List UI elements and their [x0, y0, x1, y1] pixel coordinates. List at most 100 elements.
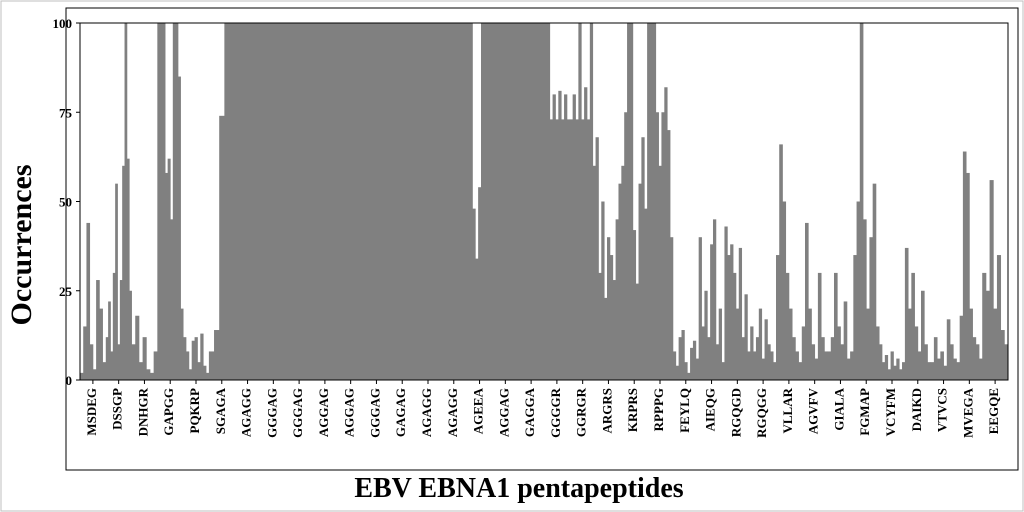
x-tick-label: GAGAG	[393, 388, 408, 437]
x-tick-label: GAGGA	[522, 387, 537, 437]
bar	[930, 362, 935, 380]
bar	[383, 23, 387, 380]
bar	[80, 372, 84, 380]
bar	[863, 219, 867, 380]
bar	[724, 226, 728, 380]
bar	[286, 23, 290, 380]
bar	[498, 23, 502, 380]
bar	[840, 344, 845, 380]
bar	[707, 337, 711, 380]
x-tick-label: AGAGG	[445, 388, 460, 437]
bar	[506, 23, 511, 380]
x-tick-label: GGRGR	[574, 387, 589, 437]
bar	[569, 119, 574, 380]
bar	[526, 23, 531, 380]
bar	[624, 112, 628, 380]
x-tick-label: EEGQE	[986, 388, 1001, 434]
bar	[621, 165, 625, 380]
bar	[159, 23, 163, 380]
bar	[521, 23, 525, 380]
bar	[805, 222, 809, 380]
bar	[203, 365, 207, 380]
bar	[503, 23, 508, 380]
bar	[460, 23, 465, 380]
bar	[710, 244, 714, 380]
x-tick-label: KRPRS	[625, 388, 640, 432]
bar	[495, 23, 499, 380]
bar	[584, 87, 588, 380]
bar	[658, 165, 662, 380]
bar	[224, 23, 230, 380]
bar	[380, 23, 384, 380]
bar	[219, 115, 225, 380]
bar	[185, 351, 190, 380]
bar	[911, 272, 915, 380]
bar	[690, 347, 694, 380]
bar	[655, 112, 659, 380]
bar	[881, 362, 886, 380]
bar	[320, 23, 324, 380]
bar	[834, 272, 838, 380]
bar	[153, 351, 158, 380]
bar	[609, 255, 614, 380]
bar	[309, 23, 313, 380]
bar	[294, 23, 299, 380]
bar	[788, 308, 793, 380]
bar	[785, 272, 790, 380]
bar	[612, 280, 616, 380]
y-axis-title: Occurrences	[5, 164, 38, 325]
bar	[343, 23, 347, 380]
bar	[779, 144, 783, 380]
bar	[157, 23, 161, 380]
bar	[332, 23, 336, 380]
bar	[879, 344, 883, 380]
bar	[908, 308, 912, 380]
bar	[638, 183, 642, 380]
bar	[369, 23, 373, 380]
bar	[904, 247, 909, 380]
x-tick-label: RGQGD	[728, 388, 743, 437]
bar	[985, 290, 990, 380]
bar	[687, 372, 691, 380]
bar	[455, 23, 459, 380]
x-tick-label: SGAGA	[213, 387, 228, 434]
bar	[334, 23, 339, 380]
y-tick-label: 50	[59, 195, 72, 210]
bar	[1004, 344, 1009, 380]
bar	[601, 201, 605, 380]
bar	[546, 23, 551, 380]
bar	[237, 23, 241, 380]
bar	[260, 23, 264, 380]
bar	[718, 308, 722, 380]
bar	[458, 23, 462, 380]
bar	[180, 308, 184, 380]
y-tick-label: 25	[59, 284, 73, 299]
bar	[893, 365, 897, 380]
bar	[363, 23, 367, 380]
bar	[86, 222, 91, 380]
bar	[798, 362, 803, 380]
bar	[102, 362, 107, 380]
bar	[452, 23, 456, 380]
bar	[755, 337, 760, 380]
bar	[440, 23, 445, 380]
x-tick-label: AGGAG	[496, 388, 511, 437]
bar	[712, 219, 717, 380]
bar	[438, 23, 442, 380]
bar	[283, 23, 287, 380]
bar	[432, 23, 436, 380]
bar	[469, 23, 473, 380]
bar	[827, 351, 832, 380]
bar	[266, 23, 270, 380]
bar	[188, 369, 193, 380]
bar	[866, 308, 870, 380]
bar	[953, 358, 957, 380]
bar	[575, 119, 579, 380]
bar	[664, 87, 668, 380]
x-tick-label: MSDEG	[84, 388, 99, 436]
x-tick-label: AGAGG	[419, 388, 434, 437]
bar	[472, 208, 476, 380]
bar	[375, 23, 379, 380]
bar	[386, 23, 390, 380]
bar	[122, 165, 125, 380]
